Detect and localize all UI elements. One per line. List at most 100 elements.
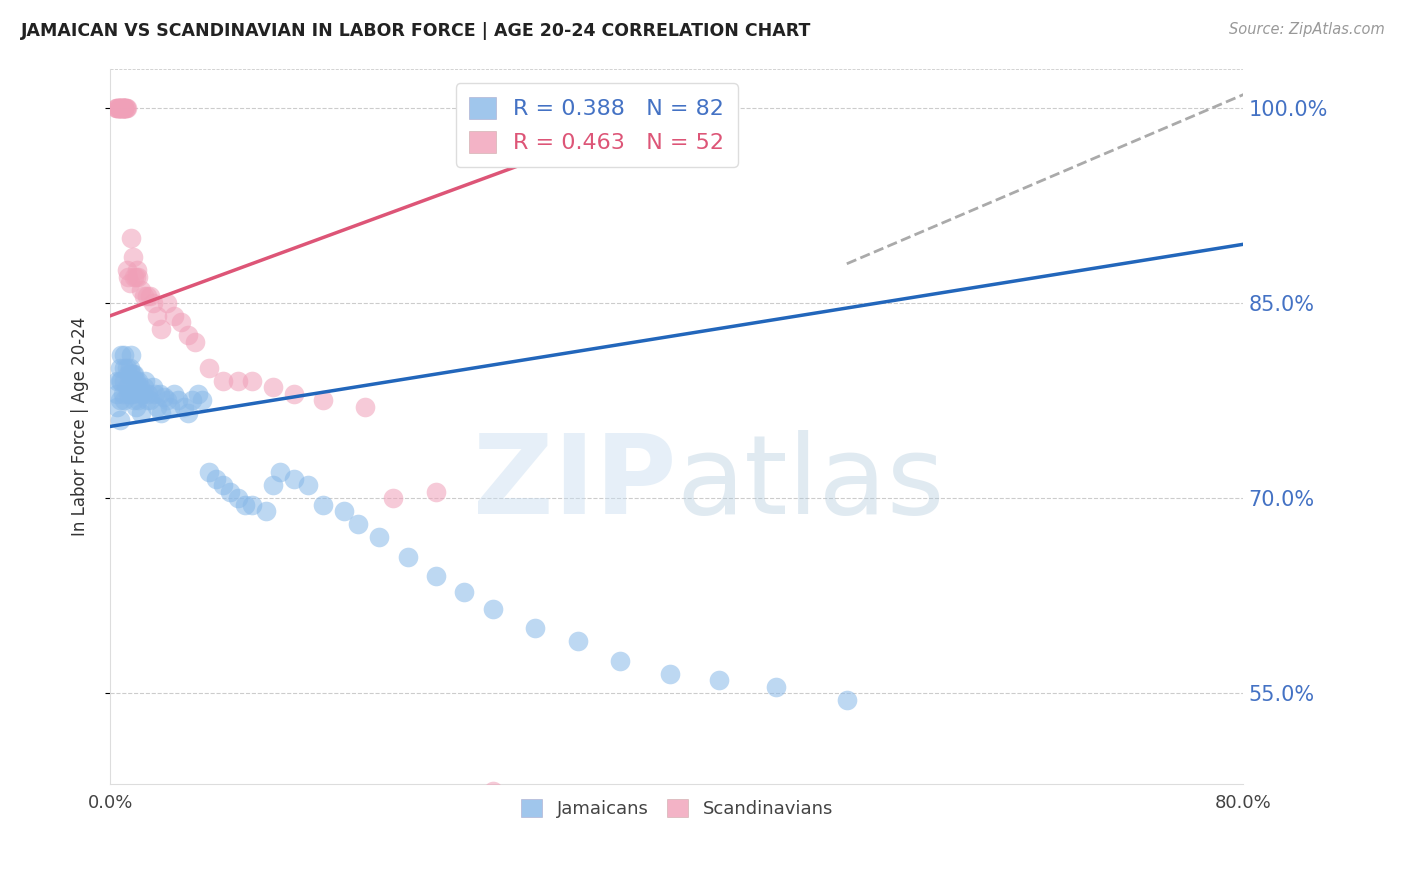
- Point: [139, 393, 162, 408]
- Point: [122, 368, 145, 382]
- Point: [146, 400, 169, 414]
- Text: ZIP: ZIP: [474, 430, 676, 537]
- Point: [124, 400, 146, 414]
- Point: [382, 491, 405, 505]
- Point: [107, 101, 129, 115]
- Point: [110, 374, 132, 388]
- Point: [110, 101, 132, 115]
- Point: [134, 374, 156, 388]
- Point: [112, 348, 135, 362]
- Point: [835, 693, 858, 707]
- Point: [117, 368, 139, 382]
- Point: [481, 784, 503, 798]
- Point: [765, 680, 787, 694]
- Point: [187, 387, 209, 401]
- Point: [108, 413, 131, 427]
- Point: [121, 368, 143, 382]
- Point: [108, 101, 131, 115]
- Point: [108, 101, 131, 115]
- Point: [191, 393, 214, 408]
- Point: [347, 517, 370, 532]
- Point: [112, 360, 135, 375]
- Point: [115, 360, 138, 375]
- Point: [120, 387, 142, 401]
- Point: [111, 101, 134, 115]
- Point: [709, 673, 731, 688]
- Point: [198, 465, 221, 479]
- Point: [124, 374, 146, 388]
- Point: [658, 666, 681, 681]
- Point: [262, 380, 284, 394]
- Point: [108, 101, 131, 115]
- Point: [107, 101, 129, 115]
- Point: [212, 478, 235, 492]
- Point: [115, 263, 138, 277]
- Point: [354, 400, 377, 414]
- Point: [425, 484, 447, 499]
- Point: [112, 101, 135, 115]
- Point: [149, 387, 172, 401]
- Point: [226, 374, 249, 388]
- Point: [131, 387, 153, 401]
- Point: [233, 498, 256, 512]
- Point: [163, 387, 186, 401]
- Point: [115, 380, 138, 394]
- Point: [205, 471, 228, 485]
- Point: [105, 101, 128, 115]
- Point: [425, 569, 447, 583]
- Point: [111, 101, 134, 115]
- Point: [177, 328, 200, 343]
- Point: [145, 387, 167, 401]
- Point: [481, 601, 503, 615]
- Point: [146, 309, 169, 323]
- Point: [108, 393, 131, 408]
- Point: [453, 584, 475, 599]
- Point: [254, 504, 277, 518]
- Point: [368, 530, 391, 544]
- Point: [396, 549, 419, 564]
- Point: [142, 295, 165, 310]
- Point: [135, 289, 157, 303]
- Point: [114, 101, 136, 115]
- Point: [129, 407, 152, 421]
- Point: [153, 390, 176, 404]
- Point: [105, 374, 128, 388]
- Y-axis label: In Labor Force | Age 20-24: In Labor Force | Age 20-24: [72, 317, 89, 536]
- Point: [226, 491, 249, 505]
- Point: [112, 374, 135, 388]
- Point: [127, 269, 149, 284]
- Text: JAMAICAN VS SCANDINAVIAN IN LABOR FORCE | AGE 20-24 CORRELATION CHART: JAMAICAN VS SCANDINAVIAN IN LABOR FORCE …: [21, 22, 811, 40]
- Point: [163, 309, 186, 323]
- Point: [297, 478, 319, 492]
- Point: [124, 269, 146, 284]
- Point: [128, 380, 150, 394]
- Point: [110, 101, 132, 115]
- Point: [105, 387, 128, 401]
- Point: [112, 393, 135, 408]
- Point: [184, 334, 207, 349]
- Point: [240, 374, 263, 388]
- Point: [118, 360, 141, 375]
- Point: [159, 400, 181, 414]
- Point: [136, 387, 159, 401]
- Point: [120, 368, 142, 382]
- Point: [311, 393, 333, 408]
- Point: [110, 348, 132, 362]
- Point: [283, 387, 305, 401]
- Point: [120, 348, 142, 362]
- Point: [150, 322, 173, 336]
- Point: [609, 654, 631, 668]
- Point: [122, 269, 145, 284]
- Point: [524, 621, 547, 635]
- Point: [219, 484, 242, 499]
- Point: [105, 101, 128, 115]
- Point: [139, 289, 162, 303]
- Point: [105, 400, 128, 414]
- Point: [112, 101, 135, 115]
- Point: [167, 393, 190, 408]
- Text: atlas: atlas: [676, 430, 945, 537]
- Point: [132, 380, 155, 394]
- Point: [121, 250, 143, 264]
- Point: [117, 387, 139, 401]
- Point: [198, 360, 221, 375]
